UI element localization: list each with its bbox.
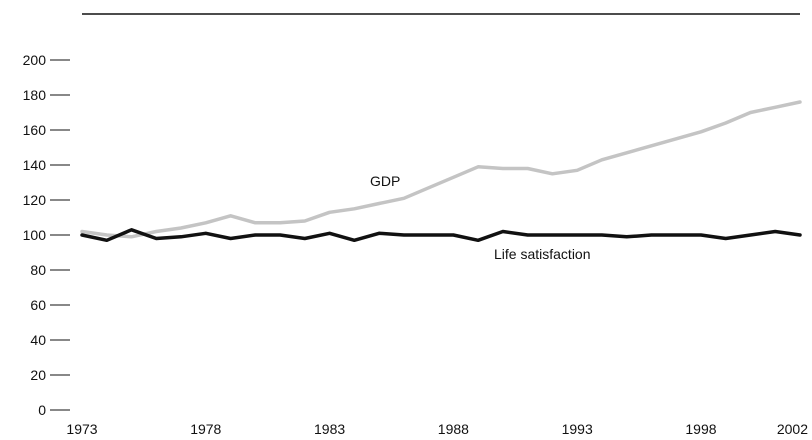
series-label-life-satisfaction: Life satisfaction [494, 246, 591, 262]
y-tick-label: 200 [23, 52, 47, 68]
x-tick-label: 2002 [777, 421, 808, 437]
series-line-life-satisfaction [80, 228, 802, 243]
y-tick-label: 100 [23, 227, 47, 243]
x-tick-label: 1978 [190, 421, 221, 437]
x-tick-label: 1988 [438, 421, 469, 437]
y-tick-label: 80 [30, 262, 46, 278]
series-layer [80, 100, 802, 243]
y-tick-label: 40 [30, 332, 46, 348]
x-axis: 1973 1978 1983 1988 1993 1998 2002 [66, 421, 808, 437]
y-tick-label: 160 [23, 122, 47, 138]
y-tick-label: 180 [23, 87, 47, 103]
y-tick-label: 0 [38, 402, 46, 418]
x-tick-label: 1993 [562, 421, 593, 437]
x-tick-label: 1983 [314, 421, 345, 437]
x-tick-label: 1998 [685, 421, 716, 437]
series-label-gdp: GDP [370, 173, 400, 189]
y-tick-label: 60 [30, 297, 46, 313]
y-tick-label: 20 [30, 367, 46, 383]
y-axis: 0 20 40 60 80 100 120 140 160 180 200 [23, 52, 70, 418]
y-tick-label: 120 [23, 192, 47, 208]
y-tick-label: 140 [23, 157, 47, 173]
x-tick-label: 1973 [66, 421, 97, 437]
series-line-gdp [80, 100, 802, 239]
